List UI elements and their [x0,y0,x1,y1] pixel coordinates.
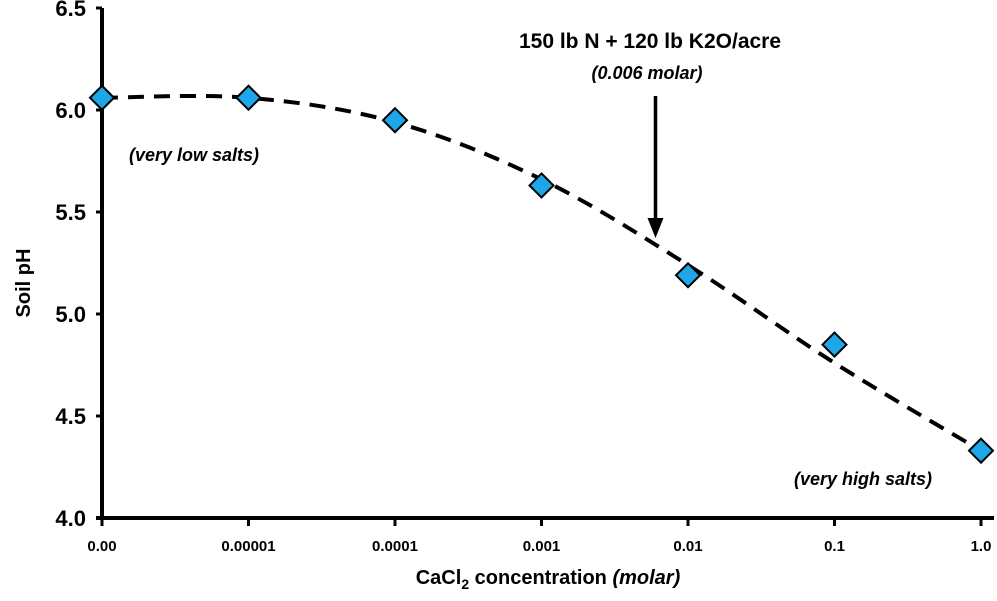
data-point [381,106,409,134]
data-point [88,84,116,112]
x-tick-label: 0.01 [673,538,702,555]
y-ticks: 4.0 4.5 5.0 5.5 6.0 6.5 [55,0,102,531]
y-tick-label: 4.5 [55,404,86,429]
data-point [821,331,848,359]
axes [96,8,994,520]
x-tick-label: 0.00 [87,538,116,555]
y-tick-label: 4.0 [55,506,86,531]
x-tick-label: 0.001 [523,538,561,555]
annotation-main-line2: (0.006 molar) [591,63,702,83]
arrow-head [647,218,664,238]
data-point [528,172,555,199]
x-tick-label: 0.0001 [372,538,418,555]
x-tick-label: 1.0 [971,538,992,555]
y-tick-label: 6.0 [55,98,86,123]
y-tick-label: 5.0 [55,302,86,327]
y-tick-label: 6.5 [55,0,86,21]
x-axis-title: CaCl2 concentration (molar) [416,567,681,592]
annotation-high-salts: (very high salts) [794,469,932,489]
data-point [674,261,702,289]
y-axis-title: Soil pH [13,249,35,318]
data-points [88,84,995,465]
x-tick-label: 0.1 [824,538,845,555]
data-point [235,84,262,112]
annotation-main-line1: 150 lb N + 120 lb K2O/acre [519,30,781,53]
x-ticks: 0.00 0.00001 0.0001 0.001 0.01 0.1 1.0 [87,518,991,555]
annotation-arrow [647,96,664,238]
y-tick-label: 5.5 [55,200,86,225]
x-tick-label: 0.00001 [221,538,275,555]
data-point [967,437,995,465]
annotation-low-salts: (very low salts) [129,145,259,165]
